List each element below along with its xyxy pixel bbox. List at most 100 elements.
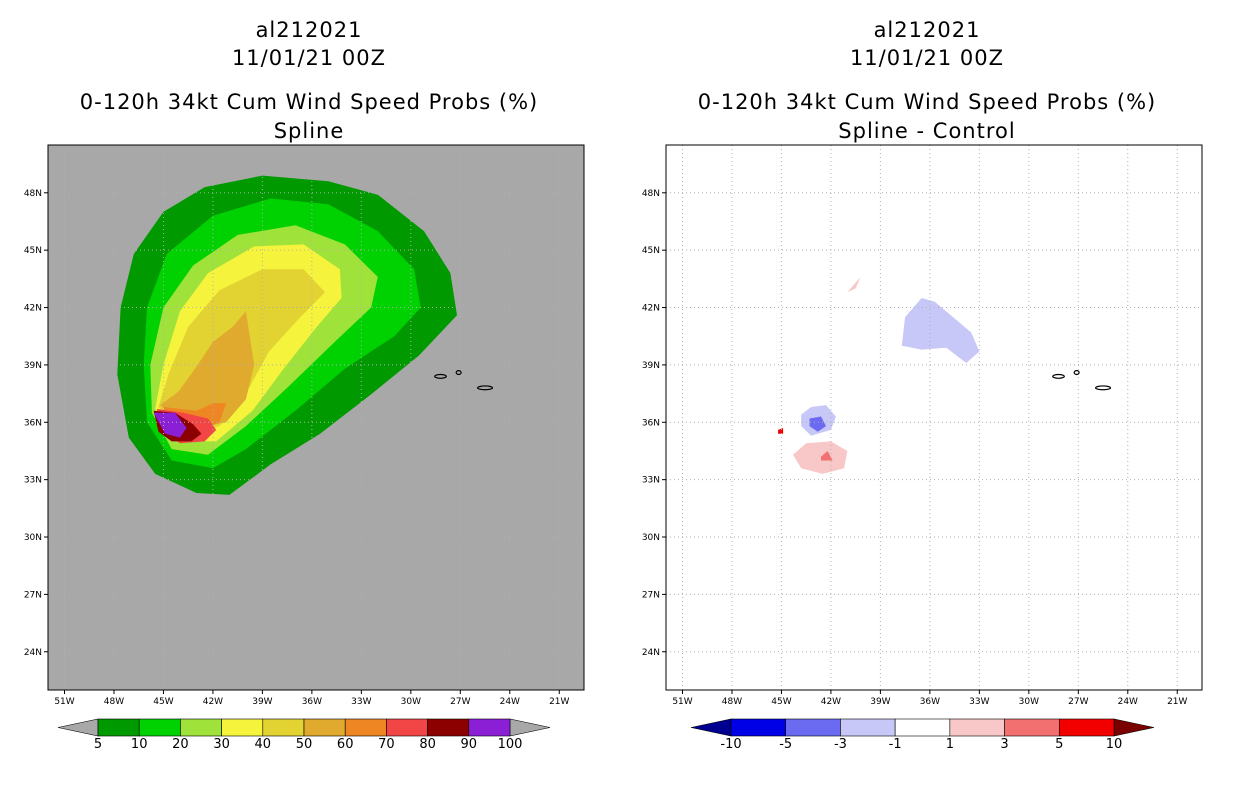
colorbar-label: -10 xyxy=(720,737,741,752)
colorbar-label: 30 xyxy=(213,737,230,752)
azores-outline xyxy=(1052,370,1112,391)
colorbar-label: 80 xyxy=(419,737,436,752)
colorbar-label: 50 xyxy=(296,737,313,752)
colorbar-box xyxy=(785,718,841,737)
colorbar-box xyxy=(468,718,511,737)
contour-layer xyxy=(778,276,980,474)
x-tick-label: 39W xyxy=(870,697,890,707)
colorbar-box xyxy=(949,718,1005,737)
x-tick-label: 45W xyxy=(771,697,791,707)
colorbar-box xyxy=(262,718,305,737)
y-tick-label: 30N xyxy=(24,533,42,543)
island-outline xyxy=(434,373,447,379)
colorbar-box xyxy=(894,718,951,737)
gridlines xyxy=(666,145,1202,690)
colorbar-label: 70 xyxy=(378,737,395,752)
colorbar-box xyxy=(730,718,787,737)
date-title: 11/01/21 00Z xyxy=(231,46,387,70)
contour--3 xyxy=(809,416,826,432)
y-tick-label: 24N xyxy=(24,648,42,658)
colorbar-label: 100 xyxy=(498,737,523,752)
colorbar-label: 10 xyxy=(131,737,148,752)
colorbar-label: 3 xyxy=(1000,737,1008,752)
island-outline xyxy=(1095,385,1112,391)
subtitle: Spline - Control xyxy=(838,119,1016,143)
x-tick-label: 27W xyxy=(450,697,470,707)
x-tick-label: 36W xyxy=(302,697,322,707)
island-outline xyxy=(1073,370,1080,376)
colorbar-label: -5 xyxy=(779,737,792,752)
y-tick-label: 48N xyxy=(24,189,42,199)
colorbar-label: 40 xyxy=(255,737,272,752)
colorbar-over-triangle xyxy=(509,718,551,737)
storm-id-title: al212021 xyxy=(873,18,981,42)
x-tick-label: 51W xyxy=(54,697,74,707)
colorbar-box xyxy=(386,718,428,737)
product-title: 0-120h 34kt Cum Wind Speed Probs (%) xyxy=(697,90,1157,114)
left-panel: al212021 11/01/21 00Z 0-120h 34kt Cum Wi… xyxy=(24,18,585,752)
x-tick-label: 39W xyxy=(252,697,272,707)
colorbar-label: 10 xyxy=(1106,737,1123,752)
date-title: 11/01/21 00Z xyxy=(849,46,1005,70)
y-tick-label: 27N xyxy=(642,590,660,600)
y-tick-label: 24N xyxy=(642,648,660,658)
x-tick-label: 30W xyxy=(401,697,421,707)
y-tick-label: 36N xyxy=(24,418,42,428)
x-tick-label: 42W xyxy=(203,697,223,707)
y-tick-label: 39N xyxy=(24,361,42,371)
y-tick-label: 39N xyxy=(642,361,660,371)
colorbar-box xyxy=(138,718,181,737)
colorbar-box xyxy=(303,718,346,737)
contour-50 xyxy=(160,311,255,430)
colorbar-label: -1 xyxy=(889,737,902,752)
y-tick-label: 45N xyxy=(642,246,660,256)
x-tick-label: 33W xyxy=(969,697,989,707)
contour-90 xyxy=(153,412,187,438)
x-tick-label: 21W xyxy=(1167,697,1187,707)
colorbar-box xyxy=(344,718,387,737)
y-tick-label: 42N xyxy=(642,304,660,314)
contour-3 xyxy=(821,451,833,461)
colorbar-box xyxy=(840,718,896,737)
colorbar-label: 5 xyxy=(94,737,102,752)
y-tick-label: 48N xyxy=(642,189,660,199)
y-tick-label: 30N xyxy=(642,533,660,543)
colorbar-label: 90 xyxy=(461,737,478,752)
island-outline xyxy=(1052,373,1065,379)
y-tick-label: 45N xyxy=(24,246,42,256)
island-outline xyxy=(455,370,462,376)
island-outline xyxy=(477,385,494,391)
x-tick-label: 48W xyxy=(722,697,742,707)
colorbar-label: 60 xyxy=(337,737,354,752)
map-frame xyxy=(665,144,1203,691)
map-frame xyxy=(47,144,585,691)
colorbar: 5 10 20 30 40 50 60 70 80 90 100 xyxy=(57,718,551,752)
x-tick-label: 48W xyxy=(104,697,124,707)
x-tick-label: 51W xyxy=(672,697,692,707)
contour-1 xyxy=(847,276,861,293)
colorbar-under-triangle xyxy=(57,718,99,737)
x-tick-label: 24W xyxy=(500,697,520,707)
colorbar-label: 5 xyxy=(1055,737,1063,752)
colorbar-box xyxy=(180,718,222,737)
x-tick-label: 30W xyxy=(1019,697,1039,707)
colorbar-box xyxy=(1058,718,1115,737)
y-tick-label: 27N xyxy=(24,590,42,600)
contour--1 xyxy=(901,298,980,363)
colorbar-box xyxy=(427,718,470,737)
x-tick-label: 42W xyxy=(821,697,841,707)
spline-chart: 51W 48W 45W 42W 39W 36W 33W 30W 27W 24W 21W 48N 45N 4… xyxy=(24,144,585,752)
colorbar-under-triangle xyxy=(690,718,732,737)
x-tick-label: 21W xyxy=(549,697,569,707)
colorbar-label: -3 xyxy=(834,737,847,752)
colorbar-label: 20 xyxy=(172,737,189,752)
right-panel: al212021 11/01/21 00Z 0-120h 34kt Cum Wi… xyxy=(618,0,1236,800)
gridlines xyxy=(48,145,584,690)
x-tick-label: 45W xyxy=(153,697,173,707)
colorbar-over-triangle xyxy=(1113,718,1155,737)
y-tick-label: 36N xyxy=(642,418,660,428)
difference-chart: 51W 48W 45W 42W 39W 36W 33W 30W 27W 24W 21W 48N 45N 4… xyxy=(642,144,1203,752)
map-background xyxy=(666,145,1202,690)
colorbar-box xyxy=(1004,718,1060,737)
x-tick-label: 27W xyxy=(1068,697,1088,707)
